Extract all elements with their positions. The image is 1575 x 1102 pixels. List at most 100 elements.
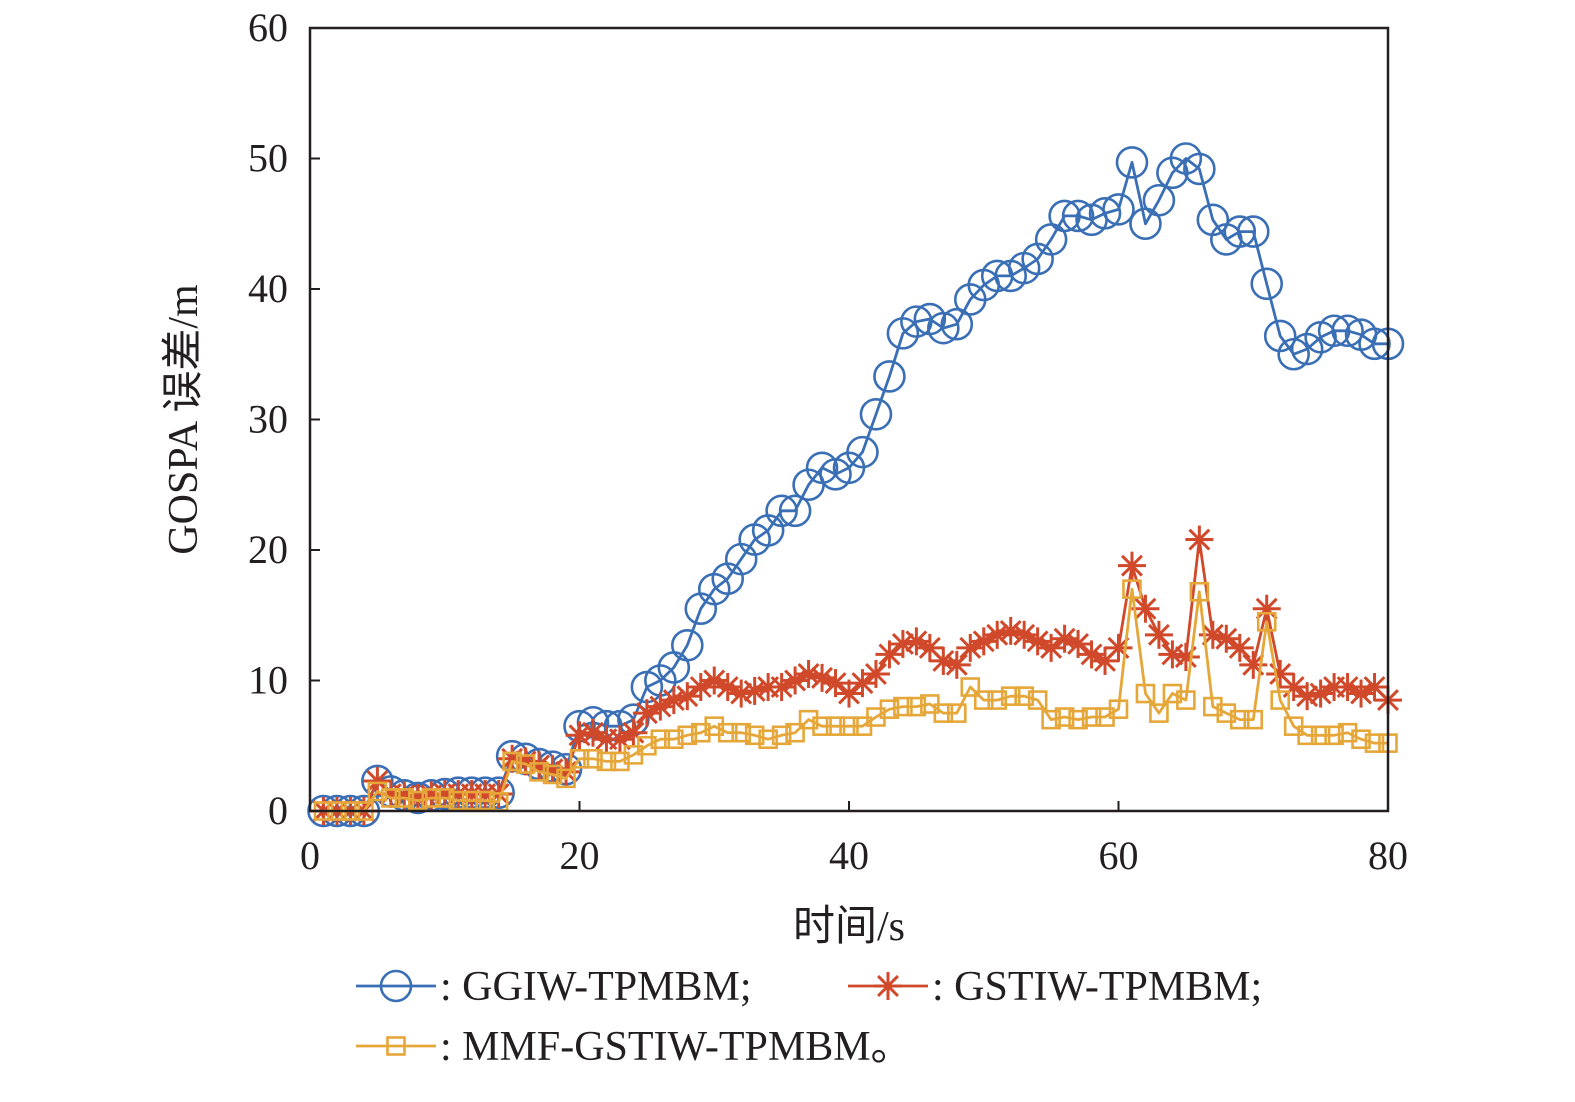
data-point: [407, 790, 428, 811]
data-point: [861, 659, 890, 688]
legend-label: : GGIW-TPMBM;: [440, 964, 752, 1010]
series-line: [323, 587, 1388, 813]
legend-marker: [386, 1036, 406, 1056]
data-point: [1061, 199, 1095, 233]
data-point: [1351, 729, 1371, 750]
data-point: [475, 790, 495, 811]
data-point: [381, 788, 401, 808]
data-point: [765, 494, 798, 528]
data-point: [1331, 314, 1364, 348]
x-tick-label: 60: [1099, 833, 1139, 878]
data-point: [1117, 551, 1146, 580]
data-point: [578, 718, 607, 747]
data-point: [1250, 267, 1284, 301]
data-point: [740, 676, 769, 705]
data-point: [1256, 611, 1277, 632]
data-point: [1115, 146, 1149, 179]
data-point: [1014, 686, 1034, 706]
data-point: [1102, 193, 1135, 226]
y-tick-label: 0: [268, 788, 288, 833]
data-point: [1225, 633, 1254, 662]
series-GSTIW-TPMBM: [309, 525, 1402, 825]
data-point: [873, 360, 906, 393]
data-point: [1135, 683, 1156, 704]
x-tick-label: 40: [829, 833, 869, 878]
data-point: [1277, 337, 1310, 371]
data-point: [1068, 709, 1088, 730]
data-point: [1324, 725, 1344, 746]
tick-layer: 0 20 40 60 80 0 10 20 30 40 50 60: [248, 5, 1408, 878]
data-point: [731, 722, 752, 743]
data-point: [1189, 581, 1210, 602]
data-point: [1131, 594, 1160, 623]
data-point: [596, 751, 617, 772]
y-tick-label: 50: [248, 136, 288, 181]
legend-marker: [379, 969, 413, 1003]
data-point: [879, 699, 900, 720]
data-point: [1142, 183, 1176, 217]
data-point: [461, 790, 482, 811]
data-point: [825, 716, 846, 736]
data-point: [690, 722, 711, 743]
data-point: [744, 725, 765, 746]
data-point: [848, 669, 877, 698]
data-point: [610, 751, 630, 772]
data-point: [1306, 679, 1335, 708]
legend-label: : MMF-GSTIW-TPMBM。: [440, 1024, 913, 1070]
data-point: [704, 716, 725, 736]
data-point: [1317, 314, 1351, 348]
x-axis-label: 时间/s: [793, 904, 905, 950]
data-point: [1279, 673, 1308, 702]
data-point: [893, 696, 913, 717]
data-point: [1041, 709, 1061, 730]
legend-item: : MMF-GSTIW-TPMBM。: [356, 1024, 913, 1070]
y-axis-label: GOSPA 误差/m: [161, 284, 207, 555]
data-point: [1000, 686, 1021, 706]
y-tick-label: 20: [248, 527, 288, 572]
data-point: [1223, 215, 1257, 248]
data-point: [1203, 696, 1223, 717]
data-point: [900, 305, 933, 338]
data-point: [367, 781, 388, 802]
data-point: [1027, 690, 1048, 710]
data-point: [812, 716, 832, 736]
data-point: [927, 311, 960, 345]
data-point: [946, 703, 967, 723]
data-point: [650, 729, 671, 750]
x-tick-label: 80: [1368, 833, 1408, 878]
data-point: [556, 768, 576, 789]
data-point: [1364, 733, 1385, 753]
data-point: [960, 677, 981, 697]
legend-item: : GSTIW-TPMBM;: [848, 964, 1262, 1010]
data-point: [448, 790, 469, 811]
legend: : GGIW-TPMBM; : GSTIW-TPMBM; : MMF-GSTIW-T…: [356, 964, 1262, 1070]
data-point: [619, 718, 648, 747]
data-point: [727, 679, 756, 708]
data-point: [1088, 197, 1122, 230]
data-point: [1229, 709, 1250, 730]
data-point: [906, 696, 927, 717]
data-point: [529, 762, 549, 782]
data-point: [1297, 725, 1317, 746]
data-point: [1252, 594, 1281, 623]
data-point: [664, 729, 684, 750]
data-point: [1212, 624, 1241, 653]
data-point: [771, 725, 792, 746]
data-point: [717, 722, 738, 743]
y-tick-label: 60: [248, 5, 288, 50]
data-point: [1171, 643, 1200, 672]
legend-label: : GSTIW-TPMBM;: [932, 964, 1262, 1010]
y-tick-label: 40: [248, 266, 288, 311]
data-point: [1108, 699, 1129, 720]
data-point: [846, 435, 879, 469]
x-tick-label: 0: [300, 833, 320, 878]
x-tick-label: 20: [560, 833, 600, 878]
legend-item: : GGIW-TPMBM;: [356, 964, 752, 1010]
data-point: [1310, 725, 1331, 746]
data-point: [942, 650, 971, 679]
data-point: [670, 628, 704, 662]
series-MMF-GSTIW-TPMBM: [313, 579, 1398, 821]
data-point: [758, 729, 778, 750]
y-tick-label: 10: [248, 658, 288, 703]
